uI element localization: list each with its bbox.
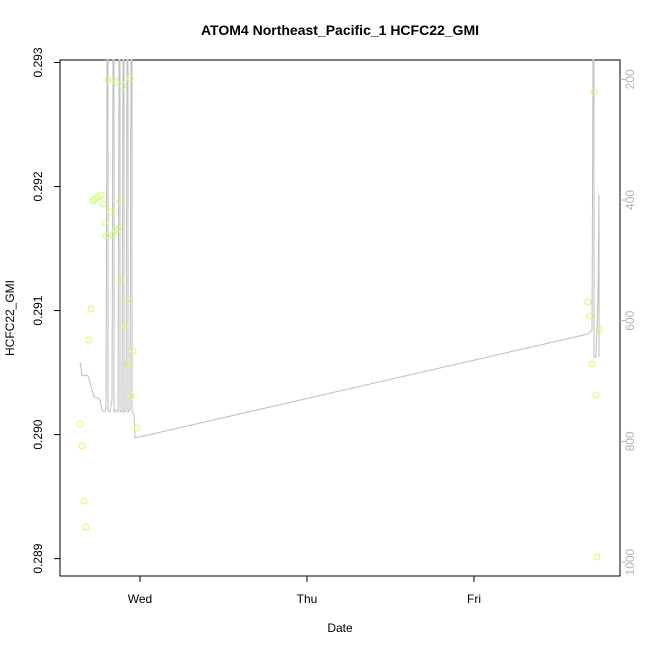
data-point-25 — [126, 74, 134, 82]
data-point-10 — [99, 200, 107, 208]
y-tick-label-0: 0.289 — [31, 543, 45, 573]
y2-axis: 200 400 600 800 1000 — [620, 69, 637, 575]
data-point-4 — [85, 336, 93, 344]
data-point-17 — [112, 78, 120, 86]
data-point-20 — [117, 276, 125, 284]
data-point-34 — [593, 553, 601, 561]
y-axis: 0.289 0.290 0.291 0.292 0.293 — [31, 47, 60, 574]
data-point-26 — [127, 392, 135, 400]
x-tick-label-2: Fri — [467, 592, 481, 606]
pressure-line — [79, 59, 600, 439]
y2-tick-label-1: 400 — [623, 190, 637, 210]
data-point-18 — [114, 225, 122, 233]
point-series — [76, 74, 603, 561]
data-point-32 — [590, 88, 598, 96]
y-axis-label: HCFC22_GMI — [3, 280, 17, 356]
x-tick-label-0: Wed — [128, 592, 152, 606]
data-point-16 — [111, 226, 119, 234]
data-point-5 — [87, 305, 95, 313]
data-point-1 — [78, 442, 86, 450]
y-tick-label-2: 0.291 — [31, 295, 45, 325]
data-point-21 — [119, 82, 127, 90]
y-tick-label-1: 0.290 — [31, 419, 45, 449]
data-point-23 — [122, 297, 130, 305]
x-tick-label-1: Thu — [297, 592, 318, 606]
x-axis-label: Date — [327, 621, 353, 635]
y2-tick-label-2: 600 — [623, 310, 637, 330]
data-point-30 — [586, 312, 594, 320]
y-tick-label-4: 0.293 — [31, 47, 45, 77]
data-point-31 — [588, 360, 596, 368]
data-point-14 — [107, 208, 115, 216]
y2-tick-label-3: 800 — [623, 431, 637, 451]
data-point-24 — [124, 360, 132, 368]
pressure-series — [79, 59, 600, 439]
data-point-3 — [82, 523, 90, 531]
data-point-29 — [584, 298, 592, 306]
data-point-27 — [129, 347, 137, 355]
data-point-35 — [595, 326, 603, 334]
data-point-2 — [80, 497, 88, 505]
x-axis: Wed Thu Fri — [128, 576, 481, 606]
chart-title: ATOM4 Northeast_Pacific_1 HCFC22_GMI — [201, 22, 479, 38]
y2-tick-label-4: 1000 — [623, 548, 637, 575]
data-point-6 — [89, 197, 97, 205]
data-point-9 — [97, 191, 105, 199]
plot-frame — [59, 59, 621, 577]
data-point-33 — [592, 391, 600, 399]
data-point-0 — [76, 420, 84, 428]
data-point-19 — [116, 197, 124, 205]
data-point-28 — [133, 424, 141, 432]
y2-tick-label-0: 200 — [623, 69, 637, 89]
data-point-13 — [104, 76, 112, 84]
data-point-11 — [101, 219, 109, 227]
data-point-12 — [102, 232, 110, 240]
data-point-22 — [121, 322, 129, 330]
y-tick-label-3: 0.292 — [31, 171, 45, 201]
